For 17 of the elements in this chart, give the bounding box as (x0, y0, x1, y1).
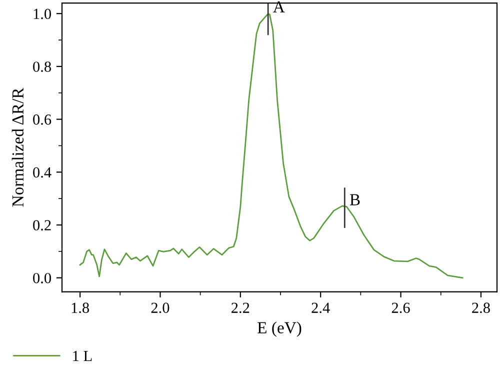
y-tick-label: 0.0 (33, 272, 51, 284)
x-tick-label: 1.8 (72, 302, 90, 314)
x-tick-label: 2.0 (151, 302, 170, 314)
y-tick-label: 0.4 (33, 167, 52, 178)
y-tick-label: 0.6 (33, 114, 52, 125)
legend-label: 1 L (73, 350, 92, 361)
y-axis-title: Normalized ΔR/R (12, 88, 24, 207)
x-tick-label: 2.8 (472, 302, 490, 314)
y-tick-label: 0.2 (33, 220, 51, 230)
x-axis-title: E (eV) (258, 322, 302, 337)
x-tick-label: 2.2 (232, 302, 250, 314)
x-tick-label: 2.6 (392, 302, 410, 314)
line-series (79, 13, 464, 279)
y-tick-label: 0.8 (33, 62, 51, 72)
x-tick-label: 2.4 (312, 302, 330, 314)
annotation: B (350, 194, 360, 206)
y-tick-label: 1.0 (34, 8, 51, 20)
